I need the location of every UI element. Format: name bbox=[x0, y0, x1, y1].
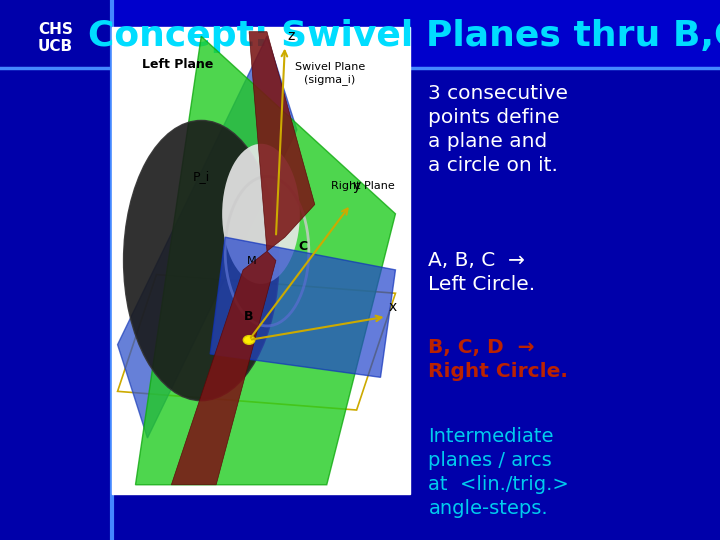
Text: x: x bbox=[388, 300, 397, 314]
Polygon shape bbox=[171, 251, 276, 485]
Text: Right Plane: Right Plane bbox=[330, 181, 395, 191]
Text: Left Plane: Left Plane bbox=[142, 58, 213, 71]
Text: A, B, C  →
Left Circle.: A, B, C → Left Circle. bbox=[428, 251, 536, 294]
Text: Intermediate
planes / arcs
at  <lin./trig.>
angle-steps.: Intermediate planes / arcs at <lin./trig… bbox=[428, 427, 569, 518]
Text: Concept: Swivel Planes thru B,C: Concept: Swivel Planes thru B,C bbox=[88, 19, 720, 53]
Text: B: B bbox=[244, 310, 253, 323]
Text: B, C, D  →
Right Circle.: B, C, D → Right Circle. bbox=[428, 338, 568, 381]
Polygon shape bbox=[210, 237, 395, 377]
Text: C: C bbox=[298, 240, 307, 253]
Polygon shape bbox=[135, 36, 395, 485]
Bar bbox=[0, 0, 720, 68]
Bar bbox=[0, 0, 112, 540]
Text: M: M bbox=[247, 255, 257, 266]
Circle shape bbox=[243, 336, 255, 345]
Bar bbox=[112, 27, 410, 494]
Text: CHS
UCB: CHS UCB bbox=[38, 22, 73, 54]
Text: z: z bbox=[287, 29, 294, 43]
Text: y: y bbox=[353, 179, 361, 193]
Text: Swivel Plane
(sigma_i): Swivel Plane (sigma_i) bbox=[294, 63, 365, 85]
Text: P_i: P_i bbox=[193, 170, 210, 183]
Ellipse shape bbox=[222, 144, 300, 284]
Ellipse shape bbox=[124, 120, 279, 401]
Polygon shape bbox=[249, 32, 315, 251]
Polygon shape bbox=[117, 36, 297, 438]
Text: 3 consecutive
points define
a plane and
a circle on it.: 3 consecutive points define a plane and … bbox=[428, 84, 568, 176]
